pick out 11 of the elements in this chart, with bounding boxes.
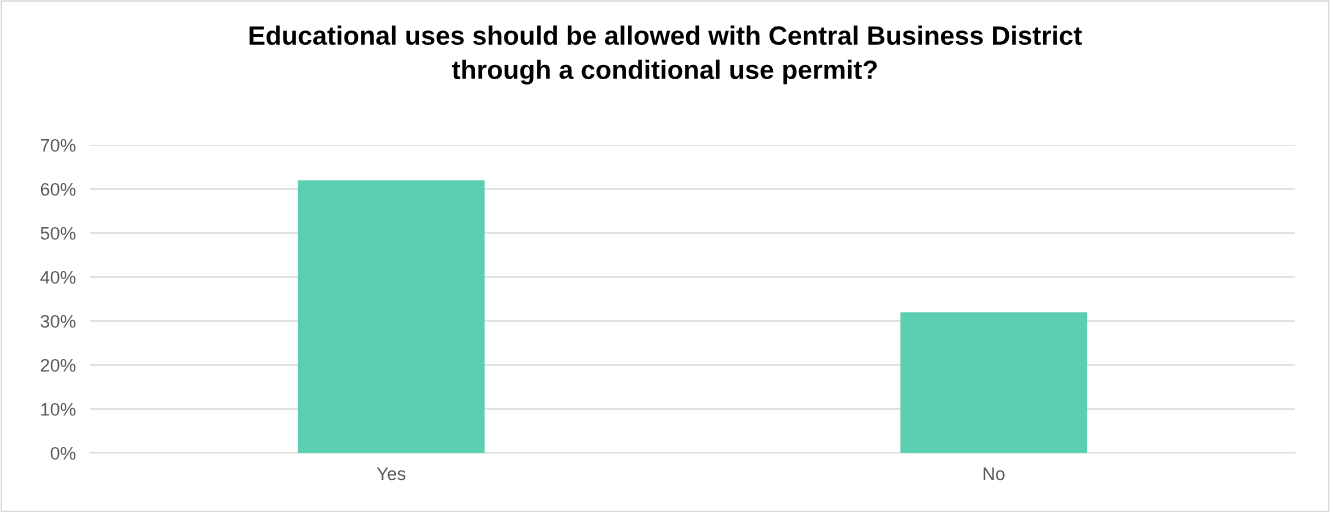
x-tick-label: No [983,467,1005,481]
chart-title: Educational uses should be allowed with Central Business District through a conditional use permit? [249,25,1082,85]
y-tick-label: 50% [40,226,76,240]
y-tick-label: 60% [40,182,76,196]
y-tick-label: 70% [40,138,76,152]
x-tick-label: Yes [376,467,406,481]
y-tick-label: 40% [40,270,76,284]
y-tick-label: 20% [40,358,76,372]
y-tick-label: 0% [50,446,76,460]
y-tick-label: 10% [41,402,76,416]
y-tick-label: 30% [40,314,76,328]
